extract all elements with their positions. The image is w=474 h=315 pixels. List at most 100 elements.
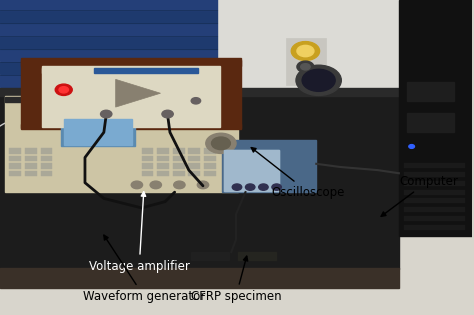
Text: Voltage amplifier: Voltage amplifier xyxy=(89,192,190,273)
Bar xyxy=(21,60,43,128)
Bar xyxy=(286,38,326,85)
Bar xyxy=(188,148,200,154)
Bar xyxy=(64,119,132,145)
Circle shape xyxy=(55,84,72,95)
Bar xyxy=(404,216,465,221)
Bar xyxy=(173,148,184,154)
Bar xyxy=(9,163,21,169)
Bar xyxy=(204,171,216,176)
Bar xyxy=(0,88,399,96)
Circle shape xyxy=(272,184,282,190)
Bar xyxy=(191,252,229,260)
Bar xyxy=(238,252,276,260)
Text: Oscilloscope: Oscilloscope xyxy=(251,147,345,199)
Bar xyxy=(404,172,465,177)
Bar xyxy=(173,156,184,161)
Bar xyxy=(0,100,217,113)
Bar xyxy=(404,190,465,195)
Bar xyxy=(9,148,21,154)
Circle shape xyxy=(297,45,314,57)
Bar xyxy=(25,171,37,176)
Bar xyxy=(407,82,454,101)
Bar xyxy=(25,163,37,169)
Bar xyxy=(224,150,279,191)
Circle shape xyxy=(259,184,268,190)
Bar xyxy=(0,75,217,87)
Bar xyxy=(61,117,135,146)
Bar xyxy=(0,49,217,61)
Bar xyxy=(404,198,465,203)
Bar xyxy=(43,68,90,73)
Bar xyxy=(188,156,200,161)
Circle shape xyxy=(291,42,319,60)
Bar xyxy=(188,171,200,176)
Polygon shape xyxy=(116,79,161,107)
Bar xyxy=(41,163,53,169)
Bar xyxy=(404,225,465,230)
Bar xyxy=(404,163,465,168)
Bar xyxy=(404,181,465,186)
Circle shape xyxy=(173,181,185,189)
Circle shape xyxy=(162,110,173,118)
Bar xyxy=(0,23,217,36)
Bar xyxy=(204,163,216,169)
Bar xyxy=(41,171,53,176)
Circle shape xyxy=(296,65,341,95)
Bar xyxy=(157,171,169,176)
Bar xyxy=(142,163,154,169)
Bar xyxy=(9,171,21,176)
Bar xyxy=(404,207,465,212)
Bar xyxy=(94,68,198,73)
Bar xyxy=(0,62,217,74)
Bar xyxy=(43,66,219,127)
Bar xyxy=(399,0,472,236)
Circle shape xyxy=(206,133,236,153)
Bar xyxy=(25,148,37,154)
Circle shape xyxy=(59,87,68,93)
Bar xyxy=(219,60,241,128)
Bar xyxy=(173,163,184,169)
Bar xyxy=(25,156,37,161)
Circle shape xyxy=(131,181,143,189)
Bar xyxy=(407,113,454,132)
Circle shape xyxy=(302,69,335,91)
Text: Computer: Computer xyxy=(381,175,458,216)
Bar xyxy=(5,97,238,102)
Bar xyxy=(142,148,154,154)
Bar xyxy=(0,91,399,269)
Bar xyxy=(179,0,472,195)
Bar xyxy=(0,88,217,100)
Circle shape xyxy=(409,145,414,148)
Bar xyxy=(21,58,241,66)
Bar xyxy=(204,148,216,154)
Circle shape xyxy=(232,184,242,190)
Bar xyxy=(21,124,241,129)
Bar xyxy=(0,10,217,23)
Circle shape xyxy=(150,181,162,189)
Circle shape xyxy=(191,98,201,104)
Bar xyxy=(41,156,53,161)
Bar xyxy=(0,0,217,10)
Circle shape xyxy=(246,184,255,190)
Bar xyxy=(188,163,200,169)
Bar xyxy=(217,0,472,142)
Text: Waveform generator: Waveform generator xyxy=(82,235,205,303)
Bar xyxy=(41,148,53,154)
Text: CFRP specimen: CFRP specimen xyxy=(191,256,282,303)
Bar xyxy=(224,150,279,191)
Bar xyxy=(157,156,169,161)
Circle shape xyxy=(211,137,230,150)
Bar xyxy=(157,163,169,169)
Bar xyxy=(142,156,154,161)
Bar xyxy=(9,156,21,161)
Circle shape xyxy=(197,181,209,189)
Circle shape xyxy=(297,61,314,72)
Bar xyxy=(204,156,216,161)
Bar xyxy=(283,35,328,87)
Bar xyxy=(142,171,154,176)
Bar xyxy=(0,36,217,49)
Circle shape xyxy=(301,64,310,70)
Circle shape xyxy=(100,110,112,118)
Bar xyxy=(157,148,169,154)
Bar xyxy=(5,96,238,192)
